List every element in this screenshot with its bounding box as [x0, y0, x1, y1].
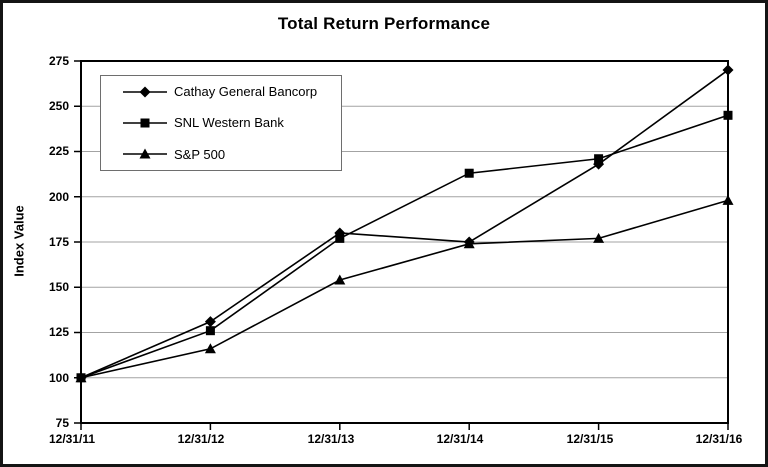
legend-item-snl-western-bank: SNL Western Bank: [123, 107, 341, 138]
x-tick-label: 12/31/12: [177, 432, 225, 446]
y-tick-label: 250: [48, 99, 69, 113]
chart-title: Total Return Performance: [277, 14, 491, 33]
legend-label: Cathay General Bancorp: [174, 84, 318, 100]
x-tick-label: 12/31/14: [436, 432, 484, 446]
y-tick-label: 200: [48, 190, 69, 204]
x-tick-label: 12/31/16: [695, 432, 743, 446]
legend-item-sp-500: S&P 500: [123, 139, 341, 170]
legend-label: S&P 500: [174, 146, 226, 162]
y-tick-label: 225: [48, 144, 69, 158]
x-tick-label: 12/31/11: [48, 432, 96, 446]
y-tick-label: 175: [48, 235, 69, 249]
y-axis-title: Index Value: [11, 205, 27, 277]
x-tick-label: 12/31/15: [566, 432, 614, 446]
y-tick-label: 100: [48, 371, 69, 385]
diamond-marker-icon: [123, 86, 167, 98]
line-chart-plot-area: [74, 60, 734, 430]
x-tick-label: 12/31/13: [307, 432, 355, 446]
y-tick-label: 275: [48, 54, 69, 68]
legend: Cathay General Bancorp SNL Western Bank …: [100, 75, 342, 171]
triangle-marker-icon: [123, 148, 167, 159]
legend-label: SNL Western Bank: [174, 115, 284, 131]
square-marker-icon: [123, 118, 167, 128]
y-tick-label: 150: [48, 280, 69, 294]
legend-item-cathay-general-bancorp: Cathay General Bancorp: [123, 76, 341, 107]
y-tick-label: 75: [55, 416, 69, 430]
y-tick-label: 125: [48, 325, 69, 339]
